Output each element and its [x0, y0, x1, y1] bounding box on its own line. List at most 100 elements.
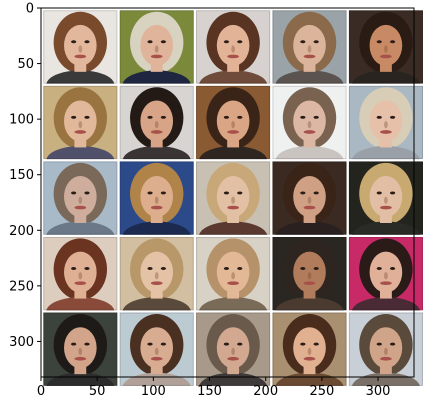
- shoulders: [199, 221, 268, 235]
- mouth: [227, 54, 240, 59]
- eye: [389, 40, 396, 44]
- eye: [313, 40, 319, 44]
- face: [216, 327, 250, 369]
- eye: [84, 267, 90, 270]
- nose: [231, 45, 235, 53]
- face: [140, 24, 174, 66]
- x-tick-label: 100: [141, 384, 166, 399]
- eye: [237, 267, 243, 270]
- face-tile: [196, 161, 271, 235]
- x-tick-label: 300: [366, 384, 391, 399]
- eye: [71, 267, 77, 270]
- mouth: [74, 54, 87, 59]
- nose: [78, 196, 83, 204]
- face-tile: [119, 161, 194, 235]
- mouth: [379, 54, 392, 59]
- shoulders: [199, 372, 268, 386]
- face: [293, 251, 326, 293]
- face: [64, 24, 97, 66]
- shoulders: [275, 297, 344, 311]
- eye: [223, 267, 230, 270]
- mouth: [150, 54, 163, 59]
- eye: [389, 115, 396, 119]
- face-tile: [348, 312, 423, 386]
- face: [140, 100, 174, 142]
- face-tile: [196, 85, 271, 160]
- eye: [313, 342, 319, 346]
- mouth: [74, 281, 87, 286]
- eye: [147, 191, 153, 195]
- shoulders: [199, 297, 268, 311]
- eye: [147, 115, 153, 119]
- nose: [307, 45, 312, 53]
- face-tile: [43, 161, 118, 235]
- nose: [307, 272, 312, 280]
- face: [216, 251, 250, 293]
- shoulders: [275, 70, 344, 84]
- eye: [160, 342, 166, 346]
- face-tile: [196, 236, 271, 311]
- shoulders: [351, 70, 420, 84]
- y-tick-label: 200: [9, 224, 34, 239]
- plot-frame: [40, 7, 415, 378]
- face: [140, 176, 174, 218]
- eye: [313, 267, 319, 270]
- nose: [384, 272, 388, 280]
- mouth: [74, 130, 87, 134]
- face-tile: [272, 85, 347, 160]
- face: [293, 176, 326, 218]
- eye: [300, 40, 306, 44]
- y-tick-label: 300: [9, 335, 34, 350]
- x-tick-label: 0: [37, 384, 45, 399]
- shoulders: [46, 145, 115, 160]
- shoulders: [122, 372, 191, 386]
- eye: [300, 115, 306, 119]
- face: [293, 100, 326, 142]
- shoulders: [122, 70, 191, 84]
- face: [64, 251, 97, 293]
- eye: [160, 40, 166, 44]
- face-tile: [272, 312, 347, 386]
- shoulders: [46, 372, 115, 386]
- face-tile: [348, 161, 423, 235]
- face-tile: [196, 10, 271, 84]
- face-tile: [196, 312, 271, 386]
- eye: [237, 342, 243, 346]
- eye: [376, 191, 382, 195]
- shoulders: [199, 145, 268, 160]
- nose: [231, 121, 235, 129]
- nose: [231, 272, 235, 280]
- face-tile: [348, 236, 423, 311]
- face: [64, 327, 97, 369]
- eye: [147, 40, 153, 44]
- mouth: [150, 356, 163, 361]
- face-tile: [348, 85, 423, 160]
- face: [64, 176, 97, 218]
- shoulders: [122, 221, 191, 235]
- eye: [376, 267, 382, 270]
- face: [216, 100, 250, 142]
- shoulders: [351, 372, 420, 386]
- shoulders: [275, 221, 344, 235]
- shoulders: [275, 372, 344, 386]
- face-tile: [119, 10, 194, 84]
- eye: [71, 115, 77, 119]
- eye: [389, 267, 396, 270]
- eye: [237, 40, 243, 44]
- mouth: [227, 356, 240, 361]
- face: [369, 24, 403, 66]
- nose: [78, 121, 83, 129]
- shoulders: [351, 297, 420, 311]
- mouth: [379, 281, 392, 286]
- face: [140, 327, 174, 369]
- nose: [231, 196, 235, 204]
- nose: [384, 121, 388, 129]
- face: [216, 176, 250, 218]
- nose: [154, 272, 159, 280]
- face-tile: [43, 312, 118, 386]
- eye: [71, 40, 77, 44]
- y-axis: 0 50 100 150 200 250 300: [9, 2, 41, 350]
- mouth: [150, 205, 163, 210]
- shoulders: [199, 70, 268, 84]
